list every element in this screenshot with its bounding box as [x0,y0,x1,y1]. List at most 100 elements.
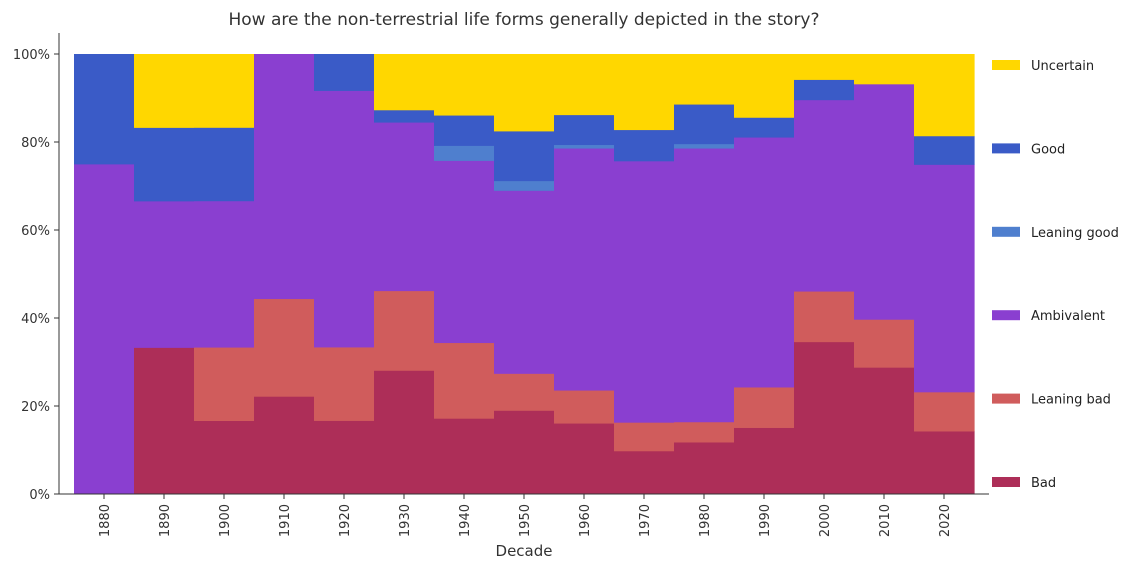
legend-swatch-bad [992,477,1020,487]
bar-good-1980 [674,104,735,145]
bar-uncertain-2020 [914,54,975,137]
legend-label-ambivalent: Ambivalent [1031,309,1105,324]
y-tick-label: 20% [21,400,50,415]
bar-uncertain-1960 [554,54,615,116]
bar-leaning-good-1960 [554,144,615,149]
legend-label-bad: Bad [1031,476,1056,491]
bar-leaning-good-1980 [674,143,735,149]
y-tick-label: 100% [13,48,50,63]
bar-bad-1900 [194,420,255,495]
x-tick-label: 1880 [98,504,113,537]
bar-good-1990 [734,117,795,138]
bar-bad-2020 [914,431,975,495]
bar-ambivalent-1890 [134,200,195,348]
bar-good-1970 [614,129,675,162]
bar-uncertain-1940 [434,54,495,116]
bar-bad-1910 [254,396,315,495]
x-tick-label: 1960 [578,504,593,537]
bar-bad-1980 [674,442,735,495]
bar-bad-1890 [134,347,195,495]
bar-ambivalent-1880 [74,164,135,495]
bar-good-1930 [374,109,435,123]
legend-label-leaning-bad: Leaning bad [1031,393,1111,408]
bar-ambivalent-2010 [854,83,915,320]
legend-label-good: Good [1031,142,1065,157]
bar-leaning-bad-1930 [374,290,435,371]
legend-swatch-ambivalent [992,310,1020,321]
bar-ambivalent-1930 [374,122,435,292]
bar-good-1960 [554,114,615,146]
chart-title: How are the non-terrestrial life forms g… [228,10,819,30]
bar-bad-1960 [554,423,615,495]
bar-good-1890 [134,127,195,202]
bar-uncertain-1890 [134,54,195,128]
bar-bad-1920 [314,420,375,495]
x-tick-label: 1900 [218,504,233,537]
bar-uncertain-1900 [194,54,255,128]
legend-swatch-good [992,143,1020,154]
bar-leaning-bad-1970 [614,422,675,452]
bars-group [74,54,975,495]
bar-bad-1940 [434,418,495,495]
bar-good-1900 [194,127,255,202]
bar-ambivalent-1970 [614,160,675,423]
bar-uncertain-1980 [674,54,735,105]
legend-label-uncertain: Uncertain [1031,59,1094,74]
legend-swatch-leaning-good [992,226,1020,237]
bar-bad-1990 [734,427,795,495]
x-tick-label: 2010 [878,504,893,537]
y-tick-label: 60% [21,224,50,239]
y-tick-label: 40% [21,312,50,327]
bar-ambivalent-2020 [914,164,975,393]
x-tick-label: 1920 [338,504,353,537]
x-tick-label: 1970 [638,504,653,537]
y-tick-label: 0% [29,488,50,503]
bar-ambivalent-1910 [254,54,315,300]
x-tick-label: 2020 [938,504,953,537]
bar-ambivalent-1940 [434,160,495,344]
bar-ambivalent-2000 [794,99,855,292]
bar-leaning-good-1940 [434,145,495,161]
bar-leaning-bad-1950 [494,373,555,411]
bar-good-2000 [794,79,855,101]
x-tick-label: 1980 [698,504,713,537]
bar-leaning-bad-2000 [794,291,855,343]
bar-bad-1930 [374,370,435,495]
bar-uncertain-2000 [794,54,855,80]
bar-uncertain-2010 [854,54,915,85]
x-tick-label: 1950 [518,504,533,537]
bar-good-1950 [494,131,555,182]
bar-ambivalent-1990 [734,137,795,388]
bar-bad-1950 [494,410,555,495]
bar-bad-2010 [854,367,915,495]
y-axis-ticks: 0% 20% 40% 60% 80% 100% [13,48,59,503]
x-axis-title: Decade [496,542,553,560]
legend: Uncertain Good Leaning good Ambivalent Leani… [992,59,1119,491]
bar-leaning-bad-1980 [674,421,735,443]
bar-uncertain-1990 [734,54,795,118]
x-tick-label: 1890 [158,504,173,537]
bar-leaning-bad-2020 [914,391,975,432]
bar-leaning-bad-1910 [254,298,315,397]
bar-uncertain-1950 [494,54,555,132]
bar-bad-1970 [614,450,675,495]
bar-ambivalent-1950 [494,190,555,374]
bar-ambivalent-1980 [674,148,735,423]
bar-leaning-bad-1920 [314,347,375,421]
bar-leaning-bad-1900 [194,347,255,421]
x-tick-label: 2000 [818,504,833,537]
bar-leaning-good-1950 [494,180,555,191]
y-tick-label: 80% [21,136,50,151]
bar-leaning-bad-1990 [734,387,795,428]
bar-good-1940 [434,115,495,146]
x-axis-ticks: 1880 1890 1900 1910 1920 1930 1940 1950 1960 1970… [98,494,953,537]
bar-ambivalent-1900 [194,200,255,348]
x-tick-label: 1930 [398,504,413,537]
bar-bad-2000 [794,341,855,495]
bar-leaning-bad-1940 [434,342,495,419]
bar-uncertain-1930 [374,54,435,111]
bar-good-1880 [74,54,135,165]
bar-leaning-bad-2010 [854,319,915,368]
bar-good-2020 [914,135,975,165]
